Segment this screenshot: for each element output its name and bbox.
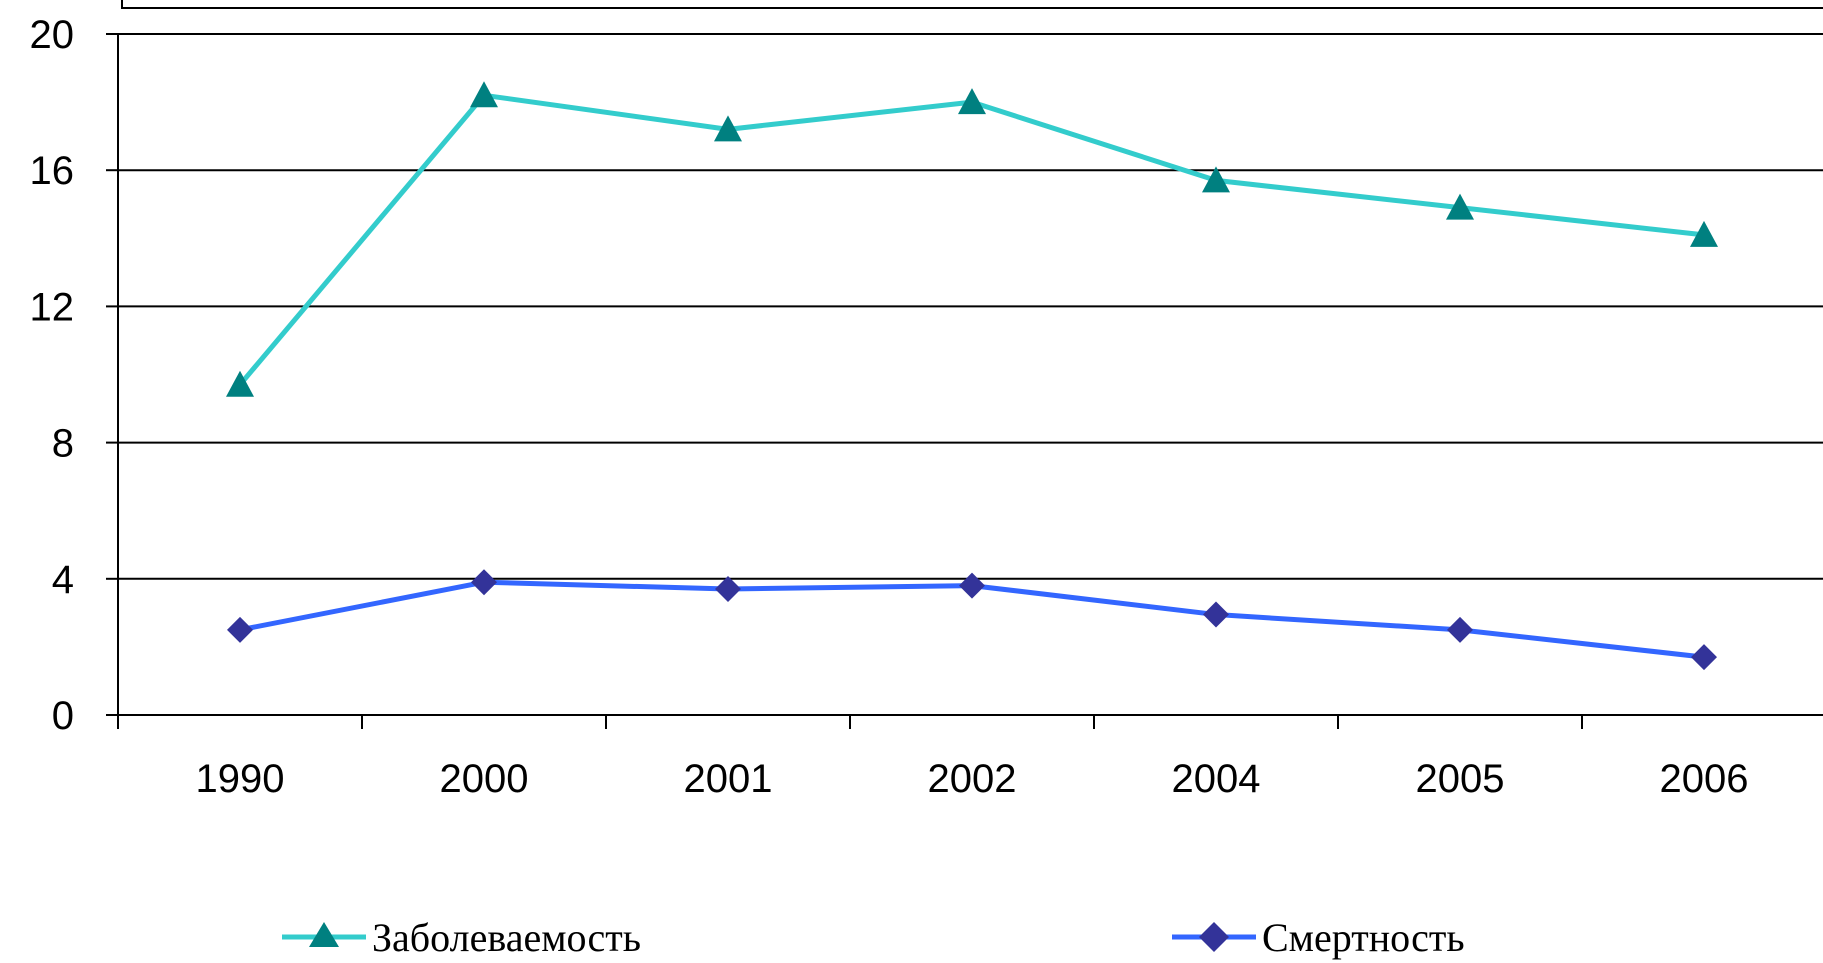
legend-item-zabolevaemost: Заболеваемость [282, 915, 641, 960]
series-line-0 [238, 92, 1705, 387]
x-tick-label: 1990 [196, 757, 285, 801]
series-markers [226, 81, 1718, 671]
legend-diamond-icon [1199, 922, 1229, 952]
gridlines [118, 33, 1823, 580]
y-tick-label: 16 [30, 149, 75, 193]
legend: Заболеваемость Смертность [282, 915, 1465, 960]
data-point-diamond-2000 [471, 569, 497, 596]
data-point-diamond-2005 [1447, 616, 1473, 643]
data-point-diamond-2004 [1203, 601, 1229, 628]
data-point-diamond-2002 [959, 572, 985, 599]
data-point-triangle-2002 [958, 88, 986, 115]
y-tick-labels: 0 4 8 12 16 20 [30, 13, 75, 738]
x-tick-label: 2004 [1172, 757, 1261, 801]
legend-item-smertnost: Смертность [1172, 915, 1465, 960]
x-tick-label: 2001 [684, 757, 773, 801]
plot-area-frame [121, 0, 1823, 9]
y-tick-label: 4 [52, 558, 74, 602]
x-tick-label: 2000 [440, 757, 529, 801]
data-point-triangle-2001 [714, 115, 742, 142]
data-point-diamond-1990 [227, 616, 253, 643]
y-tick-label: 12 [30, 285, 75, 329]
y-tick-label: 8 [52, 422, 74, 466]
legend-label-smertnost: Смертность [1262, 915, 1465, 960]
legend-triangle-icon [309, 922, 339, 947]
x-tick-labels: 1990 2000 2001 2002 2004 2005 2006 [196, 757, 1749, 801]
data-point-triangle-2005 [1446, 193, 1474, 220]
data-point-diamond-2006 [1691, 644, 1717, 671]
legend-label-zabolevaemost: Заболеваемость [372, 915, 641, 960]
data-point-diamond-2001 [715, 576, 741, 603]
data-point-triangle-2000 [470, 81, 498, 108]
data-point-triangle-1990 [226, 370, 254, 397]
axis-ticks [106, 33, 1583, 729]
data-point-triangle-2006 [1690, 220, 1718, 247]
x-tick-label: 2005 [1416, 757, 1505, 801]
x-tick-label: 2006 [1660, 757, 1749, 801]
y-tick-label: 0 [52, 694, 74, 738]
data-point-triangle-2004 [1202, 166, 1230, 193]
x-tick-label: 2002 [928, 757, 1017, 801]
y-tick-label: 20 [30, 13, 75, 57]
